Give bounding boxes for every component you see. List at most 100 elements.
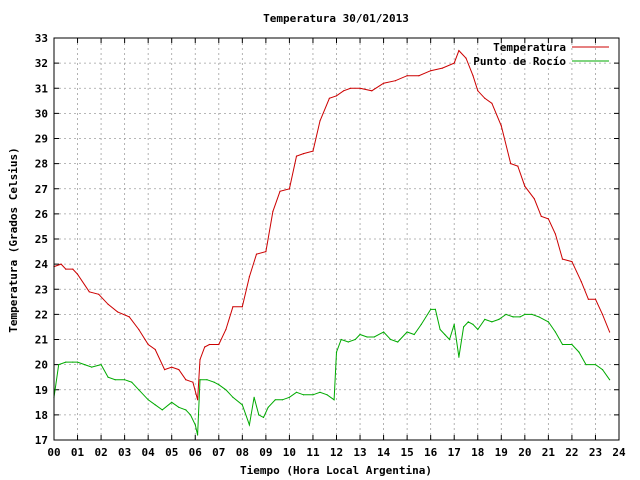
data-point bbox=[164, 369, 166, 371]
data-point bbox=[453, 62, 455, 64]
data-point bbox=[366, 336, 368, 338]
data-point bbox=[444, 333, 446, 336]
data-point bbox=[601, 313, 604, 315]
data-point bbox=[578, 351, 580, 353]
data-point bbox=[131, 381, 133, 383]
data-point bbox=[107, 303, 109, 305]
data-point bbox=[383, 331, 385, 333]
data-point bbox=[594, 364, 597, 366]
x-tick-label: 22 bbox=[565, 446, 578, 459]
data-point bbox=[609, 379, 611, 381]
data-point bbox=[585, 364, 587, 366]
data-point bbox=[561, 258, 564, 260]
x-tick-label: 12 bbox=[330, 446, 343, 459]
x-tick-label: 11 bbox=[306, 446, 320, 459]
legend-label: Punto de Rocío bbox=[473, 55, 566, 68]
data-point bbox=[213, 381, 215, 383]
data-point bbox=[484, 318, 486, 320]
data-point bbox=[312, 150, 314, 152]
x-tick-label: 15 bbox=[401, 446, 414, 459]
data-point bbox=[359, 333, 361, 336]
x-tick-label: 05 bbox=[165, 446, 178, 459]
data-point bbox=[406, 331, 408, 333]
y-tick-label: 18 bbox=[35, 409, 48, 422]
data-point bbox=[138, 389, 140, 391]
data-point bbox=[326, 394, 328, 396]
data-point bbox=[194, 424, 196, 426]
data-point bbox=[312, 394, 314, 396]
data-point bbox=[253, 396, 255, 398]
y-tick-label: 28 bbox=[35, 158, 48, 171]
data-point bbox=[206, 379, 208, 381]
data-point bbox=[100, 364, 102, 366]
legend-label: Temperatura bbox=[493, 41, 566, 54]
y-tick-label: 22 bbox=[35, 308, 48, 321]
data-point bbox=[262, 416, 265, 418]
y-tick-label: 19 bbox=[35, 384, 48, 397]
data-point bbox=[98, 293, 100, 295]
data-point bbox=[88, 291, 90, 293]
data-point bbox=[484, 97, 486, 99]
data-point bbox=[463, 326, 465, 328]
data-point bbox=[302, 153, 305, 155]
tick-label-layer: 00 01 02 03 04 05 06 07 08 09 10 11 12 13 14 15 16 17 18 19… bbox=[35, 32, 626, 459]
data-point bbox=[371, 90, 373, 92]
data-point bbox=[65, 268, 67, 270]
x-tick-label: 04 bbox=[142, 446, 156, 459]
data-point bbox=[76, 361, 79, 363]
data-point bbox=[138, 328, 140, 331]
data-point bbox=[571, 343, 573, 346]
data-point bbox=[84, 364, 86, 366]
data-point bbox=[295, 155, 298, 157]
data-point bbox=[453, 323, 455, 325]
data-point bbox=[248, 424, 250, 426]
data-point bbox=[538, 316, 540, 318]
plot-frame bbox=[53, 37, 620, 441]
y-tick-label: 25 bbox=[35, 233, 48, 246]
x-tick-label: 07 bbox=[212, 446, 225, 459]
data-point bbox=[91, 366, 93, 368]
data-point bbox=[295, 391, 298, 393]
data-point bbox=[147, 343, 149, 346]
data-point bbox=[76, 273, 79, 275]
data-point bbox=[154, 348, 156, 351]
data-point bbox=[225, 389, 227, 391]
data-point bbox=[225, 328, 227, 331]
data-point bbox=[333, 399, 335, 401]
data-point bbox=[524, 313, 526, 315]
x-axis-label: Tiempo (Hora Local Argentina) bbox=[240, 464, 432, 477]
y-tick-label: 29 bbox=[35, 133, 48, 146]
data-point bbox=[107, 376, 109, 378]
y-tick-label: 30 bbox=[35, 107, 48, 120]
y-tick-label: 26 bbox=[35, 208, 49, 221]
y-tick-label: 24 bbox=[35, 258, 49, 271]
data-point bbox=[609, 331, 611, 333]
data-point bbox=[340, 338, 342, 341]
data-point bbox=[448, 338, 451, 341]
x-tick-label: 06 bbox=[189, 446, 203, 459]
data-point bbox=[241, 306, 243, 308]
data-point bbox=[439, 328, 441, 331]
x-tick-label: 18 bbox=[471, 446, 484, 459]
data-point bbox=[594, 298, 597, 300]
data-point bbox=[554, 233, 557, 235]
data-point bbox=[394, 80, 396, 82]
data-point bbox=[288, 396, 290, 398]
data-point bbox=[430, 70, 432, 72]
data-point bbox=[258, 414, 260, 416]
data-point bbox=[547, 321, 550, 323]
data-point bbox=[185, 379, 187, 381]
data-point bbox=[232, 396, 234, 398]
data-point bbox=[171, 401, 173, 403]
tick-layer bbox=[53, 37, 620, 441]
x-tick-label: 01 bbox=[71, 446, 85, 459]
x-tick-label: 03 bbox=[118, 446, 131, 459]
data-point bbox=[274, 399, 276, 401]
data-point bbox=[335, 351, 338, 353]
data-point bbox=[434, 308, 436, 310]
data-point bbox=[128, 316, 130, 318]
data-point bbox=[319, 391, 321, 393]
data-point bbox=[397, 341, 399, 343]
